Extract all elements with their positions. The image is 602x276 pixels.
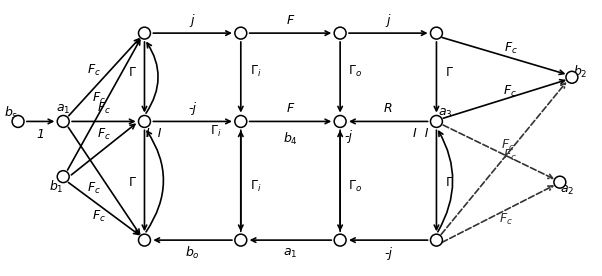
Text: F: F [287,14,294,26]
Circle shape [554,176,566,188]
Text: j: j [191,14,194,26]
Circle shape [334,234,346,246]
Circle shape [430,234,442,246]
Text: $F_c$: $F_c$ [92,209,106,224]
Text: $F_c$: $F_c$ [87,181,101,196]
Text: $a_1$: $a_1$ [56,103,70,116]
Circle shape [430,115,442,128]
Text: I  I: I I [146,127,161,140]
Text: $F_c$: $F_c$ [504,41,518,56]
Circle shape [57,171,69,183]
Text: $F_c$: $F_c$ [503,148,517,163]
Text: $\Gamma$: $\Gamma$ [128,66,137,79]
Text: $\Gamma_i$: $\Gamma_i$ [210,124,222,139]
Circle shape [334,115,346,128]
Text: $F_c$: $F_c$ [503,84,517,99]
Text: -j: -j [344,130,352,143]
Text: $\Gamma$: $\Gamma$ [445,66,454,79]
Text: $F_c$: $F_c$ [87,63,101,78]
Text: $F_c$: $F_c$ [97,127,111,142]
Text: R: R [384,102,393,115]
Circle shape [12,115,24,128]
Text: $\Gamma_i$: $\Gamma_i$ [250,179,261,194]
Text: j: j [386,14,390,26]
Text: $b_2$: $b_2$ [573,64,587,80]
Text: 1: 1 [37,128,45,141]
Text: $\Gamma_o$: $\Gamma_o$ [348,179,362,194]
Circle shape [334,27,346,39]
Circle shape [566,71,578,83]
Circle shape [138,115,150,128]
Text: $a_1$: $a_1$ [284,246,297,260]
Text: $a_3$: $a_3$ [438,107,453,120]
Circle shape [57,115,69,128]
Circle shape [235,115,247,128]
Text: $F_c$: $F_c$ [97,101,111,116]
Circle shape [430,27,442,39]
Circle shape [235,234,247,246]
Text: $\Gamma_o$: $\Gamma_o$ [348,64,362,79]
Circle shape [235,27,247,39]
Circle shape [138,234,150,246]
Text: $a_2$: $a_2$ [560,184,574,197]
Text: $F_c$: $F_c$ [92,91,106,107]
Text: $\Gamma_i$: $\Gamma_i$ [250,64,261,79]
Text: I  I: I I [413,127,428,140]
Text: F: F [287,102,294,115]
Text: $b_s$: $b_s$ [4,105,18,121]
Text: $F_c$: $F_c$ [499,212,513,227]
Text: $\Gamma$: $\Gamma$ [445,176,454,189]
Circle shape [138,27,150,39]
Text: $b_1$: $b_1$ [49,179,64,195]
Text: $b_o$: $b_o$ [185,245,200,261]
Text: $b_4$: $b_4$ [283,131,298,147]
Text: $F_c$: $F_c$ [501,138,515,153]
Text: -j: -j [188,102,197,115]
Text: -j: -j [384,247,393,260]
Text: $\Gamma$: $\Gamma$ [128,176,137,189]
